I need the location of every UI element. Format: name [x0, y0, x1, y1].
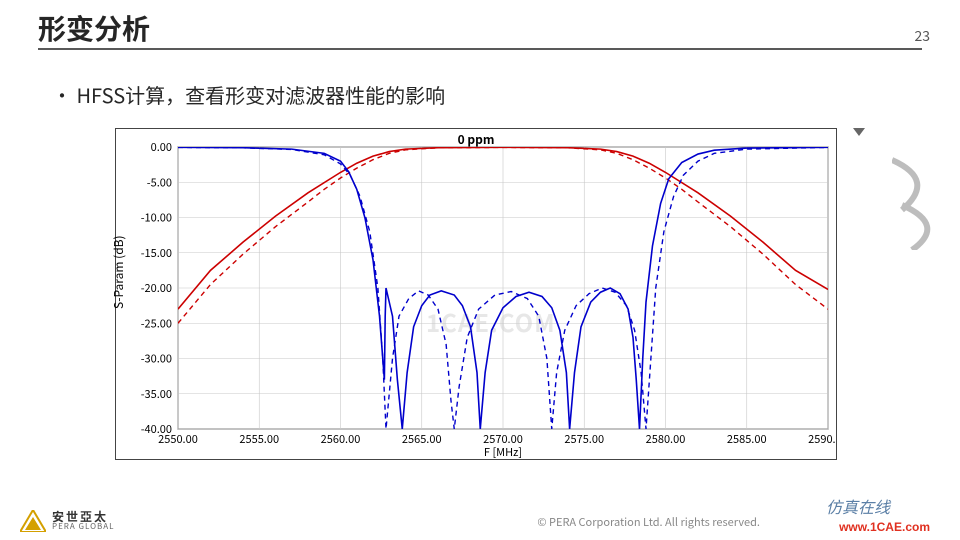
svg-text:2550.00: 2550.00	[158, 431, 198, 447]
svg-text:2590.00: 2590.00	[808, 431, 836, 447]
watermark-url: www.1CAE.com	[839, 520, 930, 534]
svg-text:-25.00: -25.00	[141, 315, 172, 331]
svg-text:-15.00: -15.00	[141, 245, 172, 261]
svg-text:2560.00: 2560.00	[321, 431, 361, 447]
bullet-text: • HFSS计算，查看形变对滤波器性能的影响	[52, 80, 445, 109]
footer: 安世亞太 PERA GLOBAL © PERA Corporation Ltd.…	[0, 500, 960, 540]
svg-text:-10.00: -10.00	[141, 210, 172, 226]
svg-text:2575.00: 2575.00	[564, 431, 604, 447]
copyright: © PERA Corporation Ltd. All rights reser…	[537, 514, 760, 530]
slide-title: 形变分析	[38, 8, 150, 48]
logo: 安世亞太 PERA GLOBAL	[20, 510, 115, 532]
chart-marker-icon	[853, 128, 865, 136]
watermark-simu: 仿真在线	[826, 494, 890, 518]
svg-text:-30.00: -30.00	[141, 351, 172, 367]
svg-text:2580.00: 2580.00	[646, 431, 686, 447]
page-number: 23	[914, 26, 930, 46]
decorative-arcs	[892, 150, 960, 250]
title-divider	[38, 48, 922, 50]
logo-text-en: PERA GLOBAL	[52, 523, 115, 531]
chart-svg: -40.00-35.00-30.00-25.00-20.00-15.00-10.…	[116, 129, 836, 459]
svg-text:F [MHz]: F [MHz]	[484, 444, 522, 459]
svg-text:2585.00: 2585.00	[727, 431, 767, 447]
svg-text:0.00: 0.00	[151, 139, 172, 155]
svg-text:-20.00: -20.00	[141, 280, 172, 296]
sparam-chart: 0 ppm 1CAE.COM S-Param (dB) -40.00-35.00…	[115, 128, 837, 460]
svg-text:-35.00: -35.00	[141, 386, 172, 402]
logo-icon	[20, 510, 46, 532]
svg-text:2555.00: 2555.00	[239, 431, 279, 447]
svg-text:2565.00: 2565.00	[402, 431, 442, 447]
svg-text:-5.00: -5.00	[147, 174, 172, 190]
